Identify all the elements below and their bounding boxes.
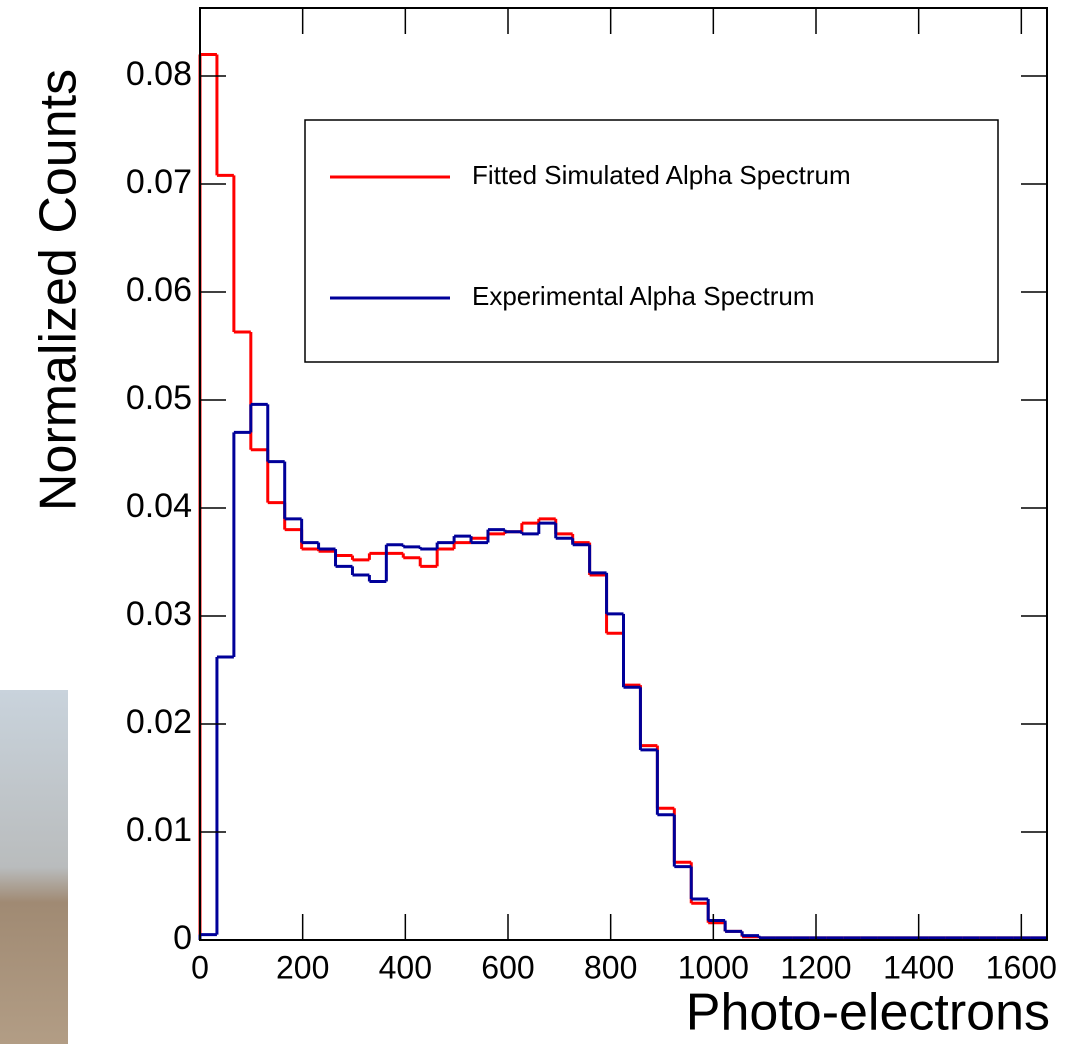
plot-area xyxy=(198,52,1047,940)
y-tick-label: 0.03 xyxy=(126,595,192,633)
legend-box xyxy=(304,119,999,363)
x-tick-label: 600 xyxy=(481,949,534,985)
legend-label: Fitted Simulated Alpha Spectrum xyxy=(472,160,851,190)
x-tick-label: 400 xyxy=(379,949,432,985)
x-tick-label: 1200 xyxy=(780,949,851,985)
y-axis-title: Normalized Counts xyxy=(30,69,88,511)
y-tick-label: 0.02 xyxy=(126,703,192,741)
x-tick-label: 1600 xyxy=(986,949,1057,985)
x-tick-label: 1400 xyxy=(883,949,954,985)
y-tick-label: 0.08 xyxy=(126,55,192,93)
x-axis-title: Photo-electrons xyxy=(686,984,1050,1042)
y-tick-label: 0.07 xyxy=(126,163,192,201)
x-tick-label: 800 xyxy=(584,949,637,985)
y-tick-label: 0 xyxy=(173,919,192,957)
y-tick-label: 0.04 xyxy=(126,487,192,525)
legend-label: Experimental Alpha Spectrum xyxy=(472,281,815,311)
x-tick-label: 1000 xyxy=(678,949,749,985)
y-tick-label: 0.06 xyxy=(126,271,192,309)
y-tick-label: 0.01 xyxy=(126,811,192,849)
background-photo xyxy=(0,690,68,1044)
x-tick-label: 0 xyxy=(191,949,209,985)
x-tick-label: 200 xyxy=(276,949,329,985)
y-tick-label: 0.05 xyxy=(126,379,192,417)
plot-frame xyxy=(199,7,1048,941)
